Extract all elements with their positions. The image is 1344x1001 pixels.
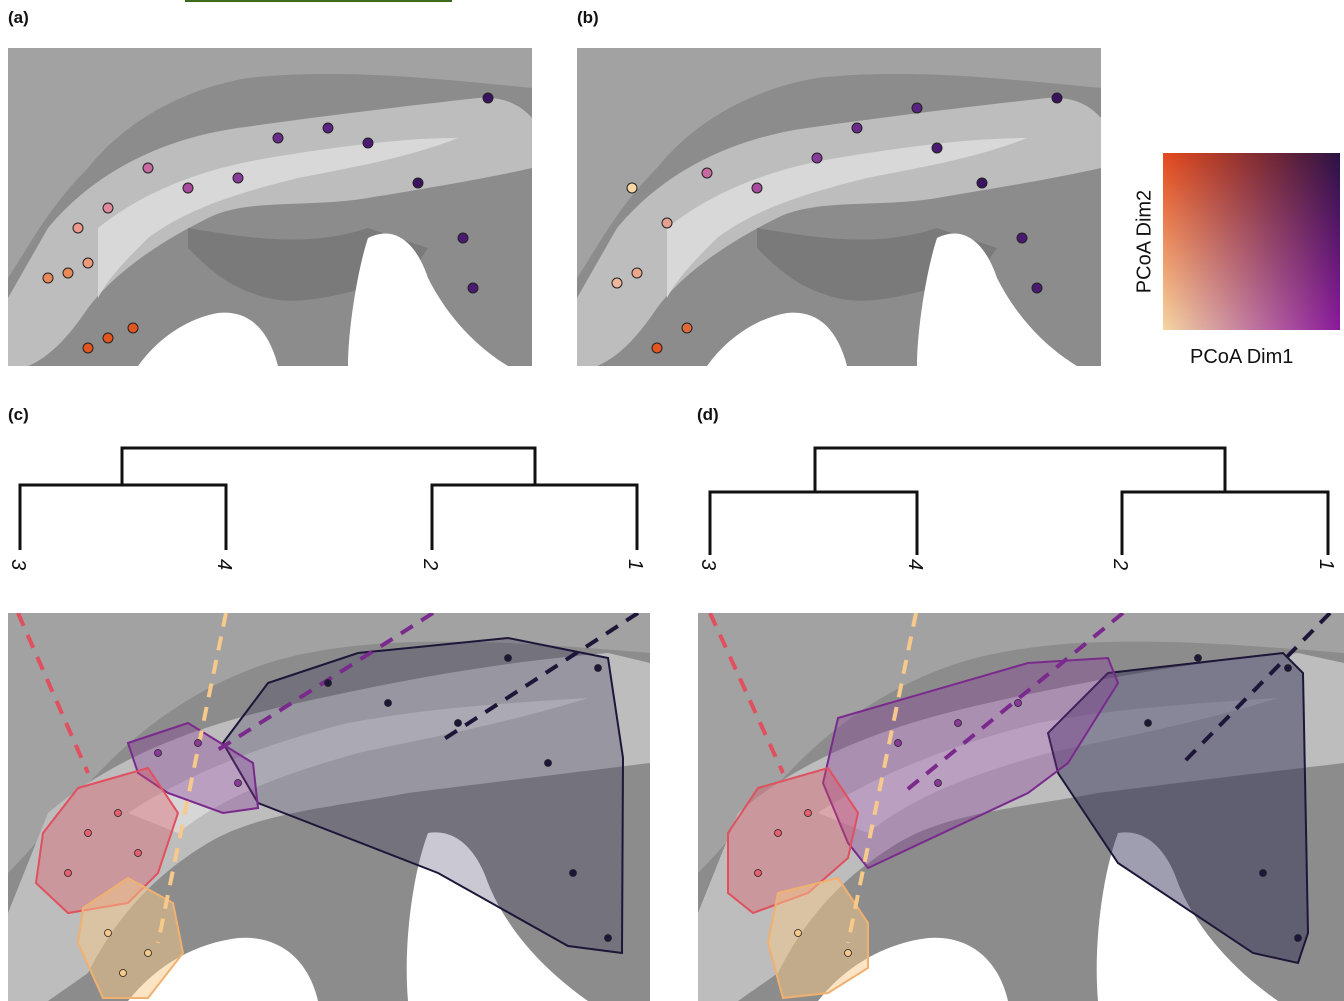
cluster-1-hull-d [1046, 651, 1310, 965]
tip-c-2: 2 [419, 558, 442, 571]
header-accent-line [185, 0, 452, 2]
map-a [8, 48, 532, 366]
map-b-points [611, 92, 1063, 354]
link-c-3 [16, 613, 90, 774]
dendrogram-d [708, 446, 1330, 555]
link-c-4 [156, 613, 228, 944]
map-c [8, 613, 650, 1001]
tip-d-2: 2 [1109, 558, 1132, 571]
tip-c-3: 3 [7, 558, 30, 571]
map-d-points [754, 654, 1302, 957]
legend-gradient [1163, 153, 1340, 330]
map-d [698, 613, 1344, 1001]
link-c-2 [211, 613, 435, 755]
link-d-3 [708, 613, 785, 774]
map-a-points [42, 92, 494, 354]
link-d-1 [1181, 613, 1332, 765]
cluster-1-hull [221, 636, 625, 955]
tip-d-3: 3 [697, 558, 720, 571]
map-b [577, 48, 1101, 366]
cluster-2-hull [126, 721, 260, 815]
map-c-points [64, 654, 612, 977]
tip-c-4: 4 [213, 558, 236, 571]
link-c-1 [436, 613, 640, 745]
legend-y-label: PCoA Dim2 [1133, 189, 1156, 294]
tip-d-1: 1 [1315, 558, 1338, 571]
legend-x-label: PCoA Dim1 [1190, 346, 1294, 368]
panel-label-b: (b) [577, 8, 599, 27]
cluster-4-hull-d [766, 876, 869, 1000]
link-d-4 [846, 613, 918, 944]
cluster-4-hull [76, 876, 185, 999]
tip-d-4: 4 [904, 558, 927, 571]
panel-label-a: (a) [8, 8, 29, 27]
panel-label-c: (c) [8, 405, 29, 424]
dendrogram-c [18, 446, 639, 550]
panel-label-d: (d) [697, 405, 719, 424]
tip-c-1: 1 [624, 558, 647, 571]
